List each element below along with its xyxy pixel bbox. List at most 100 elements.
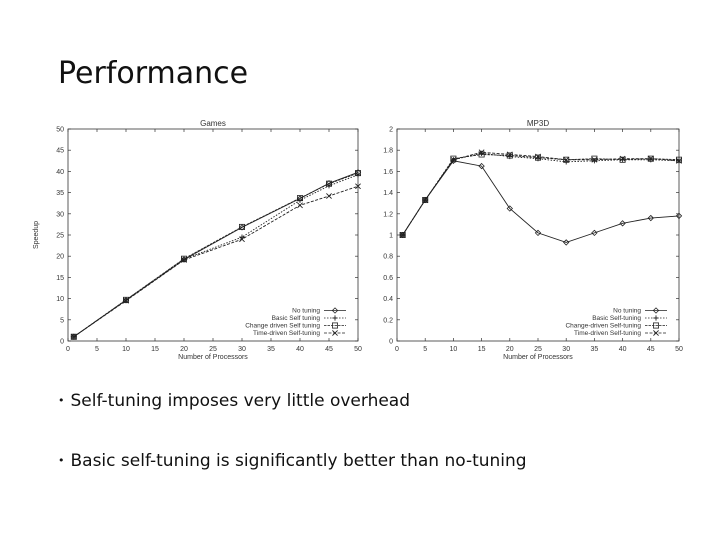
games-y-tick-label: 40: [56, 169, 64, 176]
mp3d-data-point: [478, 149, 485, 156]
games-legend-marker: [331, 322, 338, 329]
mp3d-chart-title: MP3D: [527, 119, 549, 128]
mp3d-y-tick-label: 0.6: [383, 275, 393, 282]
games-data-point: [325, 180, 332, 187]
games-data-point: [296, 195, 303, 202]
bullet-item: • Self-tuning imposes very little overhea…: [58, 391, 410, 411]
games-x-tick-label: 40: [296, 346, 304, 353]
mp3d-data-point: [563, 239, 570, 246]
games-x-tick-label: 35: [267, 346, 275, 353]
mp3d-data-point: [591, 229, 598, 237]
mp3d-y-tick-label: 2: [389, 127, 393, 134]
games-data-point: [70, 333, 77, 340]
games-x-tick-label: 20: [180, 346, 188, 353]
mp3d-data-point: [676, 157, 682, 164]
mp3d-x-tick-label: 25: [534, 346, 542, 353]
mp3d-data-point: [563, 156, 570, 163]
mp3d-legend-marker: [653, 315, 659, 321]
mp3d-data-point: [619, 156, 626, 163]
mp3d-data-point: [506, 151, 513, 158]
games-x-axis-label: Number of Processors: [178, 354, 248, 361]
games-series-line: [73, 172, 359, 338]
mp3d-y-tick-label: 1.8: [383, 148, 393, 155]
mp3d-y-tick-label: 1.2: [383, 211, 393, 218]
games-y-tick-label: 25: [56, 233, 64, 240]
games-data-point: [123, 297, 129, 304]
games-x-tick-label: 0: [66, 346, 70, 353]
mp3d-x-tick-label: 30: [562, 346, 570, 353]
mp3d-series-1: [400, 150, 682, 238]
games-data-point: [355, 172, 361, 178]
games-data-point: [297, 202, 303, 209]
games-data-point: [326, 193, 332, 199]
mp3d-data-point: [422, 197, 429, 203]
mp3d-y-tick-label: 1.4: [383, 190, 393, 197]
games-series-2: [70, 170, 361, 340]
bullet-text: Self-tuning imposes very little overhead: [70, 391, 411, 411]
mp3d-y-tick-label: 0.4: [383, 296, 393, 303]
games-chart-title: Games: [200, 119, 226, 128]
mp3d-series-line: [402, 153, 680, 236]
mp3d-data-point: [534, 154, 541, 161]
games-data-point: [238, 224, 246, 231]
mp3d-series-2: [399, 151, 682, 239]
mp3d-x-tick-label: 10: [450, 346, 458, 353]
mp3d-data-point: [647, 214, 654, 222]
games-series-3: [70, 183, 361, 340]
mp3d-legend-label: Change-driven Self-tuning: [565, 323, 641, 330]
mp3d-series-line: [402, 152, 680, 236]
mp3d-data-point: [647, 155, 654, 162]
mp3d-x-tick-label: 45: [647, 346, 655, 353]
slide-title: Performance: [58, 56, 249, 91]
games-data-point: [123, 296, 130, 303]
bullet-symbol: •: [58, 394, 65, 407]
games-data-point: [354, 170, 361, 177]
mp3d-x-tick-label: 5: [423, 346, 427, 353]
mp3d-legend-marker: [653, 330, 659, 336]
games-legend-label: Basic Self tuning: [272, 315, 321, 322]
mp3d-x-tick-label: 50: [675, 346, 683, 353]
mp3d-series-0: [399, 157, 683, 246]
games-legend-marker: [331, 307, 339, 314]
mp3d-x-axis-label: Number of Processors: [503, 354, 573, 361]
games-x-tick-label: 50: [354, 346, 362, 353]
mp3d-y-tick-label: 1.6: [383, 169, 393, 176]
mp3d-x-tick-label: 40: [619, 346, 627, 353]
mp3d-data-point: [399, 232, 406, 239]
games-x-tick-label: 5: [95, 346, 99, 353]
games-x-tick-label: 30: [238, 346, 246, 353]
mp3d-data-point: [534, 229, 542, 237]
games-x-tick-label: 45: [325, 346, 333, 353]
games-data-point: [238, 223, 245, 230]
mp3d-y-tick-label: 0: [389, 339, 393, 346]
mp3d-data-point: [422, 197, 429, 204]
games-y-tick-label: 50: [56, 127, 64, 134]
games-y-tick-label: 15: [56, 275, 64, 282]
mp3d-data-point: [675, 212, 683, 220]
games-x-tick-label: 10: [122, 346, 130, 353]
mp3d-data-point: [450, 155, 457, 162]
bullet-item: • Basic self-tuning is significantly bett…: [58, 451, 527, 471]
mp3d-data-point: [506, 205, 513, 212]
mp3d-data-point: [506, 152, 513, 159]
games-y-tick-label: 5: [60, 317, 64, 324]
mp3d-chart-svg: MP3D 0 5 10 15 20 25 30 35 40 45 50 0 0.2 0.4 0.6 0.8 1 1.…: [383, 119, 683, 361]
mp3d-legend-marker: [652, 307, 660, 314]
mp3d-legend-label: Time-driven Self-tuning: [574, 330, 641, 337]
mp3d-y-tick-label: 0.2: [383, 317, 393, 324]
mp3d-data-point: [619, 220, 626, 227]
games-legend-marker: [332, 330, 338, 336]
mp3d-x-tick-label: 15: [478, 346, 486, 353]
bullet-symbol: •: [58, 454, 65, 467]
games-data-point: [297, 197, 303, 203]
games-y-tick-label: 30: [56, 211, 64, 218]
mp3d-data-point: [478, 162, 485, 170]
games-legend-label: Change driven Self tuning: [245, 323, 320, 330]
games-y-tick-label: 20: [56, 254, 64, 261]
bullet-text: Basic self-tuning is significantly bette…: [70, 451, 527, 471]
mp3d-y-tick-label: 0.8: [383, 254, 393, 261]
games-y-tick-label: 0: [60, 339, 64, 346]
mp3d-legend-marker: [652, 322, 659, 329]
mp3d-x-tick-label: 0: [395, 346, 399, 353]
games-y-tick-label: 35: [56, 190, 64, 197]
